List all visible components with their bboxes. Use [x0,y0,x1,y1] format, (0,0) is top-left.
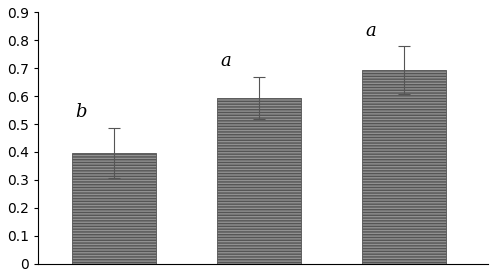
Text: a: a [220,52,231,71]
Text: a: a [365,21,376,40]
Bar [362,70,446,264]
Bar [72,153,156,264]
Bar [217,98,301,264]
Text: b: b [75,103,87,121]
